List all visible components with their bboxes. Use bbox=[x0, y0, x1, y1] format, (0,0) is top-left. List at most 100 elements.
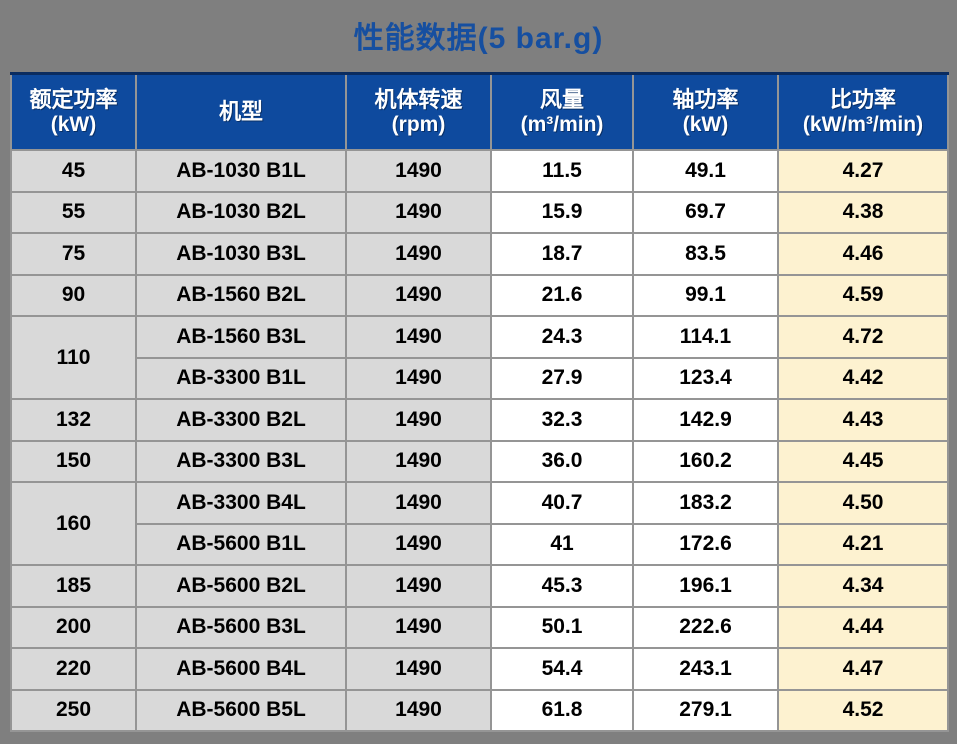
rpm-cell: 1490 bbox=[345, 315, 492, 359]
table-row: 75 AB-1030 B3L 1490 18.7 83.5 4.46 bbox=[10, 232, 949, 276]
model-cell: AB-3300 B2L bbox=[135, 398, 347, 442]
column-header-line2: (kW) bbox=[50, 113, 97, 136]
rated-power-cell: 160 bbox=[10, 481, 137, 566]
column-header-line1: 机型 bbox=[218, 99, 263, 124]
model-cell: AB-5600 B3L bbox=[135, 605, 347, 649]
column-header-rpm: 机体转速 (rpm) bbox=[345, 72, 492, 151]
specific-power-cell: 4.27 bbox=[777, 149, 949, 193]
shaft-power-cell: 222.6 bbox=[632, 605, 779, 649]
airflow-cell: 36.0 bbox=[490, 439, 634, 483]
column-header-line1: 比功率 bbox=[829, 87, 896, 112]
model-cell: AB-3300 B3L bbox=[135, 439, 347, 483]
specific-power-cell: 4.45 bbox=[777, 439, 949, 483]
specific-power-cell: 4.34 bbox=[777, 564, 949, 608]
column-header-line2: (kW) bbox=[682, 113, 729, 136]
rpm-cell: 1490 bbox=[345, 605, 492, 649]
airflow-cell: 32.3 bbox=[490, 398, 634, 442]
performance-table: 额定功率 (kW) 机型 机体转速 (rpm) 风量 (m³/min) 轴功率 (kW) 比功率(… bbox=[10, 72, 949, 732]
shaft-power-cell: 99.1 bbox=[632, 273, 779, 317]
column-header-line1: 风量 bbox=[539, 87, 584, 112]
table-row: 150 AB-3300 B3L 1490 36.0 160.2 4.45 bbox=[10, 439, 949, 483]
column-header-airflow: 风量 (m³/min) bbox=[490, 72, 634, 151]
specific-power-cell: 4.59 bbox=[777, 273, 949, 317]
airflow-cell: 27.9 bbox=[490, 356, 634, 400]
column-header-specific-power: 比功率 (kW/m³/min) bbox=[777, 72, 949, 151]
column-header-line2: (m³/min) bbox=[520, 113, 604, 136]
table-row: 90 AB-1560 B2L 1490 21.6 99.1 4.59 bbox=[10, 273, 949, 317]
table-body: 45 AB-1030 B1L 1490 11.5 49.1 4.27 55 AB-1030 B… bbox=[10, 149, 949, 732]
column-header-line2: (rpm) bbox=[391, 113, 446, 136]
rpm-cell: 1490 bbox=[345, 149, 492, 193]
specific-power-cell: 4.52 bbox=[777, 688, 949, 732]
rpm-cell: 1490 bbox=[345, 564, 492, 608]
rated-power-cell: 90 bbox=[10, 273, 137, 317]
rpm-cell: 1490 bbox=[345, 481, 492, 525]
table-row: 185 AB-5600 B2L 1490 45.3 196.1 4.34 bbox=[10, 564, 949, 608]
airflow-cell: 50.1 bbox=[490, 605, 634, 649]
table-row: 110 AB-1560 B3L 1490 24.3 114.1 4.72 bbox=[10, 315, 949, 400]
table-row: 220 AB-5600 B4L 1490 54.4 243.1 4.47 bbox=[10, 647, 949, 691]
rated-power-cell: 75 bbox=[10, 232, 137, 276]
airflow-cell: 15.9 bbox=[490, 190, 634, 234]
column-header-rated-power: 额定功率 (kW) bbox=[10, 72, 137, 151]
shaft-power-cell: 114.1 bbox=[632, 315, 779, 359]
table-row: 132 AB-3300 B2L 1490 32.3 142.9 4.43 bbox=[10, 398, 949, 442]
model-cell: AB-1560 B2L bbox=[135, 273, 347, 317]
airflow-cell: 18.7 bbox=[490, 232, 634, 276]
shaft-power-cell: 196.1 bbox=[632, 564, 779, 608]
model-cell: AB-5600 B1L bbox=[135, 522, 347, 566]
page-title: 性能数据(5 bar.g) bbox=[353, 22, 604, 55]
column-header-line1: 额定功率 bbox=[29, 87, 118, 112]
airflow-cell: 40.7 bbox=[490, 481, 634, 525]
column-header-line1: 机体转速 bbox=[374, 87, 463, 112]
column-header-model: 机型 bbox=[135, 72, 347, 151]
rated-power-cell: 200 bbox=[10, 605, 137, 649]
column-header-shaft-power: 轴功率 (kW) bbox=[632, 72, 779, 151]
shaft-power-cell: 123.4 bbox=[632, 356, 779, 400]
model-cell: AB-1030 B3L bbox=[135, 232, 347, 276]
table-row: AB-5600 B1L 1490 41 172.6 4.21 bbox=[11, 522, 949, 566]
rpm-cell: 1490 bbox=[345, 190, 492, 234]
rated-power-cell: 132 bbox=[10, 398, 137, 442]
shaft-power-cell: 142.9 bbox=[632, 398, 779, 442]
rpm-cell: 1490 bbox=[345, 232, 492, 276]
rpm-cell: 1490 bbox=[345, 398, 492, 442]
shaft-power-cell: 69.7 bbox=[632, 190, 779, 234]
model-cell: AB-3300 B1L bbox=[135, 356, 347, 400]
rpm-cell: 1490 bbox=[345, 647, 492, 691]
model-cell: AB-5600 B2L bbox=[135, 564, 347, 608]
airflow-cell: 61.8 bbox=[490, 688, 634, 732]
table-row: 200 AB-5600 B3L 1490 50.1 222.6 4.44 bbox=[10, 605, 949, 649]
model-cell: AB-1030 B2L bbox=[135, 190, 347, 234]
shaft-power-cell: 49.1 bbox=[632, 149, 779, 193]
table-row: 250 AB-5600 B5L 1490 61.8 279.1 4.52 bbox=[10, 688, 949, 732]
specific-power-cell: 4.72 bbox=[777, 315, 949, 359]
specific-power-cell: 4.43 bbox=[777, 398, 949, 442]
table-row: 45 AB-1030 B1L 1490 11.5 49.1 4.27 bbox=[10, 149, 949, 193]
specific-power-cell: 4.38 bbox=[777, 190, 949, 234]
shaft-power-cell: 279.1 bbox=[632, 688, 779, 732]
specific-power-cell: 4.42 bbox=[777, 356, 949, 400]
column-header-line1: 轴功率 bbox=[672, 87, 739, 112]
rated-power-cell: 55 bbox=[10, 190, 137, 234]
airflow-cell: 11.5 bbox=[490, 149, 634, 193]
specific-power-cell: 4.50 bbox=[777, 481, 949, 525]
table-row: AB-3300 B1L 1490 27.9 123.4 4.42 bbox=[11, 356, 949, 400]
column-header-line2: (kW/m³/min) bbox=[802, 113, 924, 136]
model-cell: AB-1030 B1L bbox=[135, 149, 347, 193]
rated-power-cell: 250 bbox=[10, 688, 137, 732]
shaft-power-cell: 183.2 bbox=[632, 481, 779, 525]
airflow-cell: 54.4 bbox=[490, 647, 634, 691]
rated-power-cell: 185 bbox=[10, 564, 137, 608]
airflow-cell: 21.6 bbox=[490, 273, 634, 317]
rpm-cell: 1490 bbox=[345, 688, 492, 732]
rpm-cell: 1490 bbox=[345, 522, 492, 566]
model-cell: AB-5600 B5L bbox=[135, 688, 347, 732]
table-row: 160 AB-3300 B4L 1490 40.7 183.2 4.50 bbox=[10, 481, 949, 566]
airflow-cell: 45.3 bbox=[490, 564, 634, 608]
specific-power-cell: 4.47 bbox=[777, 647, 949, 691]
rpm-cell: 1490 bbox=[345, 273, 492, 317]
rated-power-cell: 110 bbox=[10, 315, 137, 400]
rpm-cell: 1490 bbox=[345, 439, 492, 483]
shaft-power-cell: 172.6 bbox=[632, 522, 779, 566]
